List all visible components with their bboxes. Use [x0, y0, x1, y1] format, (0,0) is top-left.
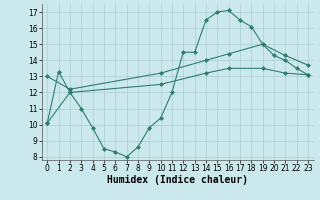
X-axis label: Humidex (Indice chaleur): Humidex (Indice chaleur)	[107, 175, 248, 185]
